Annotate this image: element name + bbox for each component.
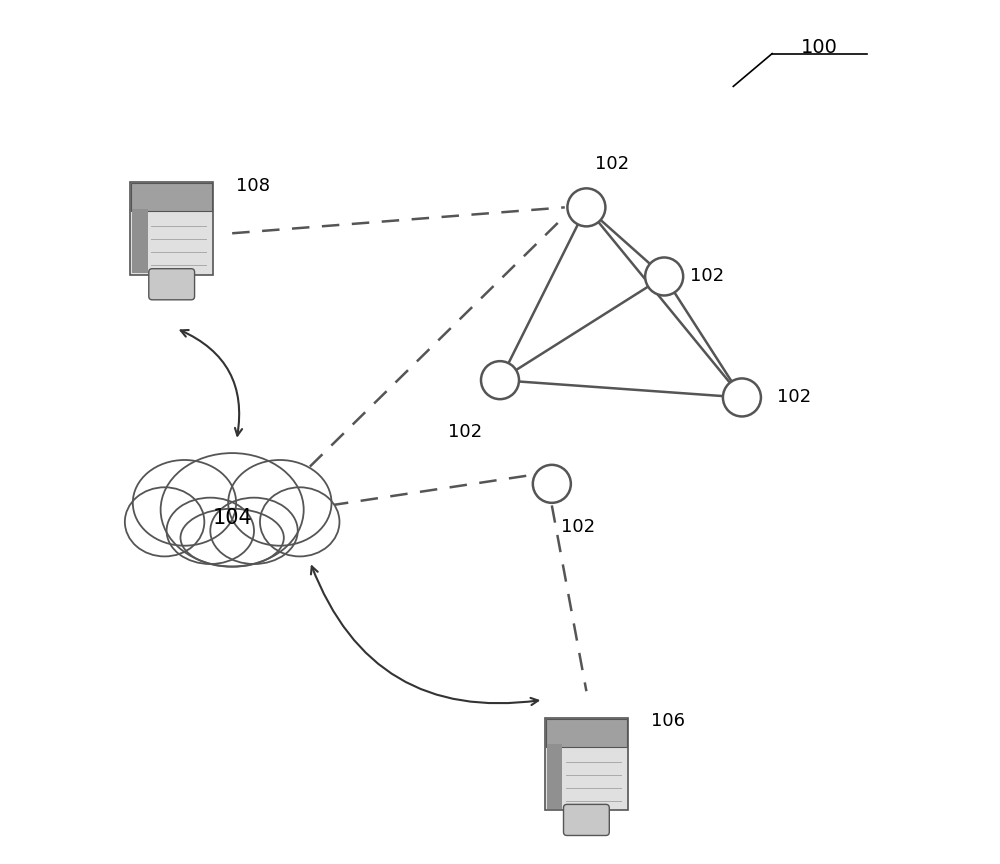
Ellipse shape: [260, 487, 339, 556]
FancyBboxPatch shape: [149, 269, 195, 300]
Circle shape: [723, 378, 761, 416]
FancyBboxPatch shape: [564, 804, 609, 835]
Ellipse shape: [180, 509, 284, 567]
Ellipse shape: [133, 460, 236, 546]
Text: 102: 102: [777, 389, 811, 406]
FancyBboxPatch shape: [132, 208, 148, 273]
Text: 100: 100: [801, 38, 838, 57]
Text: 106: 106: [651, 713, 685, 730]
FancyBboxPatch shape: [546, 719, 627, 746]
Text: 102: 102: [561, 518, 595, 536]
Circle shape: [481, 361, 519, 399]
FancyArrowPatch shape: [181, 330, 242, 435]
Ellipse shape: [161, 453, 304, 567]
FancyArrowPatch shape: [311, 567, 538, 705]
FancyBboxPatch shape: [130, 182, 213, 275]
Ellipse shape: [228, 460, 332, 546]
Text: 102: 102: [595, 156, 629, 173]
Text: 104: 104: [212, 508, 252, 529]
Ellipse shape: [167, 498, 254, 564]
Circle shape: [567, 188, 605, 226]
Circle shape: [533, 465, 571, 503]
Text: 102: 102: [690, 268, 724, 285]
Circle shape: [645, 257, 683, 295]
Text: 108: 108: [236, 177, 270, 194]
Text: 102: 102: [448, 423, 483, 441]
FancyBboxPatch shape: [545, 718, 628, 810]
Ellipse shape: [210, 498, 298, 564]
Ellipse shape: [125, 487, 204, 556]
FancyBboxPatch shape: [131, 183, 212, 211]
FancyBboxPatch shape: [547, 744, 562, 809]
